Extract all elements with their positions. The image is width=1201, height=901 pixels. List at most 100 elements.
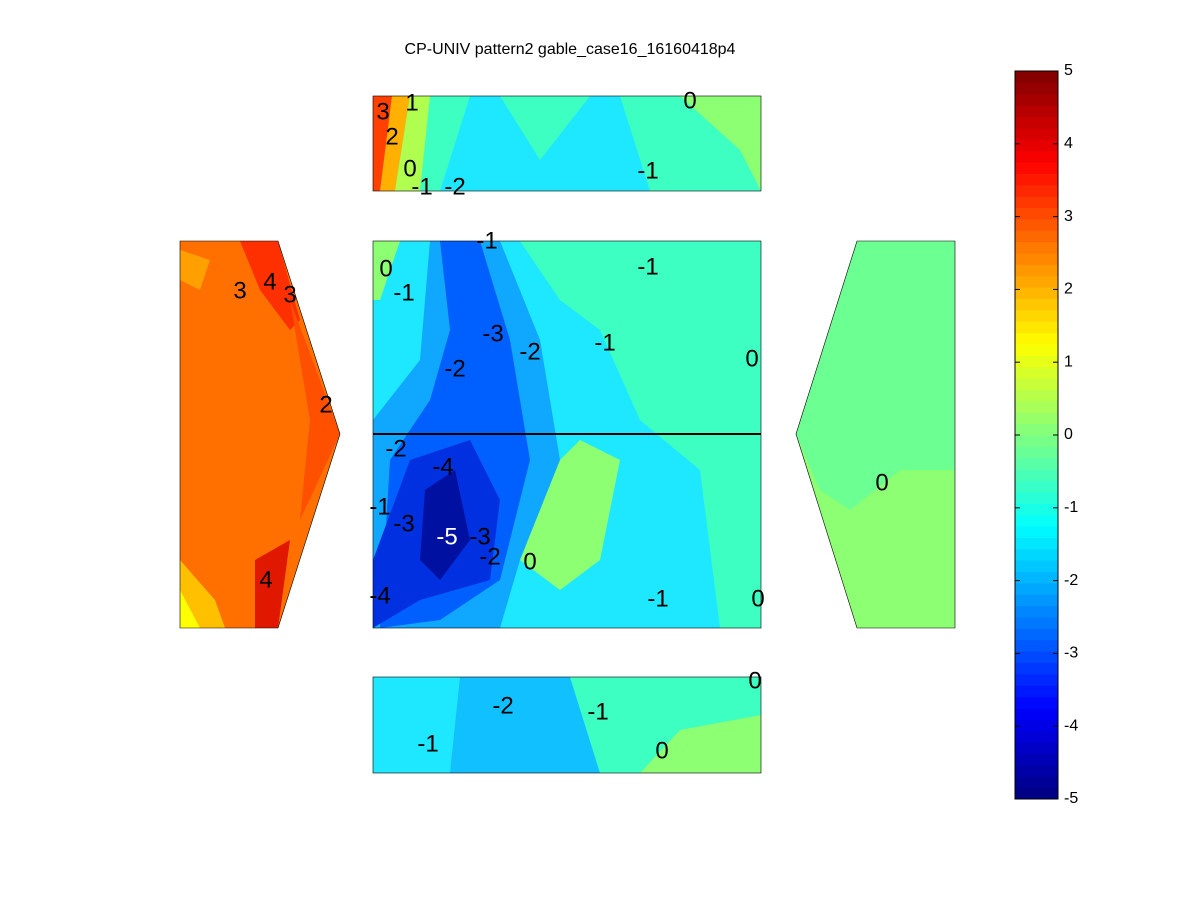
contour-label: 3 xyxy=(283,281,296,308)
bottom-panel xyxy=(372,676,762,774)
contour-label: 0 xyxy=(683,87,696,114)
contour-label: 2 xyxy=(385,123,398,150)
panel-border xyxy=(795,240,956,629)
contour-label: -2 xyxy=(444,355,465,382)
colorbar-step xyxy=(1015,560,1058,572)
colorbar-step xyxy=(1015,71,1058,83)
region xyxy=(290,300,340,520)
colorbar-step xyxy=(1015,275,1058,288)
contour-label: 0 xyxy=(379,255,392,282)
colorbar-step xyxy=(1015,366,1058,379)
colorbar-tick-label: 1 xyxy=(1064,353,1073,370)
colorbar-step xyxy=(1015,457,1058,470)
contour-label: -2 xyxy=(519,338,540,365)
colorbar-step xyxy=(1015,207,1058,220)
contour-label: -3 xyxy=(393,510,414,537)
colorbar-step xyxy=(1015,594,1058,607)
colorbar-step xyxy=(1015,162,1058,174)
colorbar-step xyxy=(1015,344,1058,356)
colorbar-step xyxy=(1015,127,1058,140)
panel-border xyxy=(372,676,762,774)
colorbar-step xyxy=(1015,685,1058,698)
region xyxy=(420,470,470,580)
contour-label: -1 xyxy=(637,157,658,184)
region xyxy=(680,96,761,191)
right-panel xyxy=(795,240,956,629)
colorbar-step xyxy=(1015,742,1058,754)
left-panel xyxy=(179,240,341,629)
colorbar-step xyxy=(1015,469,1058,481)
colorbar-tick-label: 0 xyxy=(1064,426,1073,443)
contour-label: -1 xyxy=(476,227,497,254)
colorbar: -5 -4 -3 -2 -1 0 1 2 3 4 5 xyxy=(1014,62,1078,807)
region xyxy=(255,540,290,628)
colorbar-step xyxy=(1015,753,1058,766)
contour-label: -2 xyxy=(444,173,465,200)
colorbar-tick-label: 3 xyxy=(1064,208,1073,225)
contour-label: 0 xyxy=(875,469,888,496)
contour-labels: 3 120-1 -20-143 324-1-10-1-3-2 -1-2 0-2-4-1-3… xyxy=(233,87,888,764)
colorbar-step xyxy=(1015,503,1058,516)
colorbar-step xyxy=(1015,605,1058,618)
top-panel xyxy=(372,95,762,192)
region xyxy=(180,560,225,628)
contour-label: 2 xyxy=(319,391,332,418)
colorbar-tick-label: -5 xyxy=(1064,790,1078,807)
contour-label: 0 xyxy=(655,737,668,764)
region xyxy=(640,715,761,773)
colorbar-step xyxy=(1015,355,1058,368)
contour-label: -4 xyxy=(369,582,390,609)
colorbar-tick-label: 5 xyxy=(1064,62,1073,79)
contour-label: 0 xyxy=(748,667,761,694)
colorbar-step xyxy=(1015,139,1058,152)
colorbar-step xyxy=(1015,696,1058,709)
colorbar-step xyxy=(1015,389,1058,402)
colorbar-step xyxy=(1015,400,1058,413)
colorbar-step xyxy=(1015,617,1058,629)
contour-label: 4 xyxy=(263,268,276,295)
region xyxy=(395,96,430,191)
contour-label: -1 xyxy=(637,253,658,280)
colorbar-step xyxy=(1015,412,1058,425)
region xyxy=(373,96,392,191)
colorbar-step xyxy=(1015,287,1058,299)
colorbar-step xyxy=(1015,719,1058,732)
chart-title: CP-UNIV pattern2 gable_case16_16160418p4 xyxy=(405,41,736,58)
colorbar-step xyxy=(1015,662,1058,675)
region xyxy=(440,96,650,191)
contour-label: -2 xyxy=(479,543,500,570)
region xyxy=(180,590,200,628)
region xyxy=(180,250,210,290)
contour-label: -1 xyxy=(587,698,608,725)
contour-label: -2 xyxy=(385,435,406,462)
contour-label: -3 xyxy=(482,320,503,347)
colorbar-step xyxy=(1015,332,1058,345)
contour-label: 1 xyxy=(405,89,418,116)
colorbar-tick-label: -2 xyxy=(1064,572,1078,589)
contour-label: 3 xyxy=(233,277,246,304)
contour-label: -2 xyxy=(492,692,513,719)
contour-label: -1 xyxy=(393,279,414,306)
colorbar-step xyxy=(1015,241,1058,254)
region xyxy=(520,241,761,628)
colorbar-step xyxy=(1015,651,1058,663)
colorbar-step xyxy=(1015,628,1058,641)
colorbar-step xyxy=(1015,298,1058,311)
contour-label: -3 xyxy=(469,523,490,550)
colorbar-step xyxy=(1015,446,1058,459)
colorbar-step xyxy=(1015,639,1058,652)
contour-label: -1 xyxy=(369,493,390,520)
contour-label: 3 xyxy=(376,98,389,125)
contour-label: -1 xyxy=(411,173,432,200)
contour-label: 4 xyxy=(259,566,272,593)
colorbar-step xyxy=(1015,673,1058,686)
colorbar-step xyxy=(1015,82,1058,95)
panel-border xyxy=(179,240,341,629)
contour-label: -1 xyxy=(417,730,438,757)
contour-label: 0 xyxy=(751,585,764,612)
colorbar-step xyxy=(1015,378,1058,390)
colorbar-step xyxy=(1015,571,1058,584)
colorbar-step xyxy=(1015,105,1058,117)
colorbar-step xyxy=(1015,435,1058,447)
